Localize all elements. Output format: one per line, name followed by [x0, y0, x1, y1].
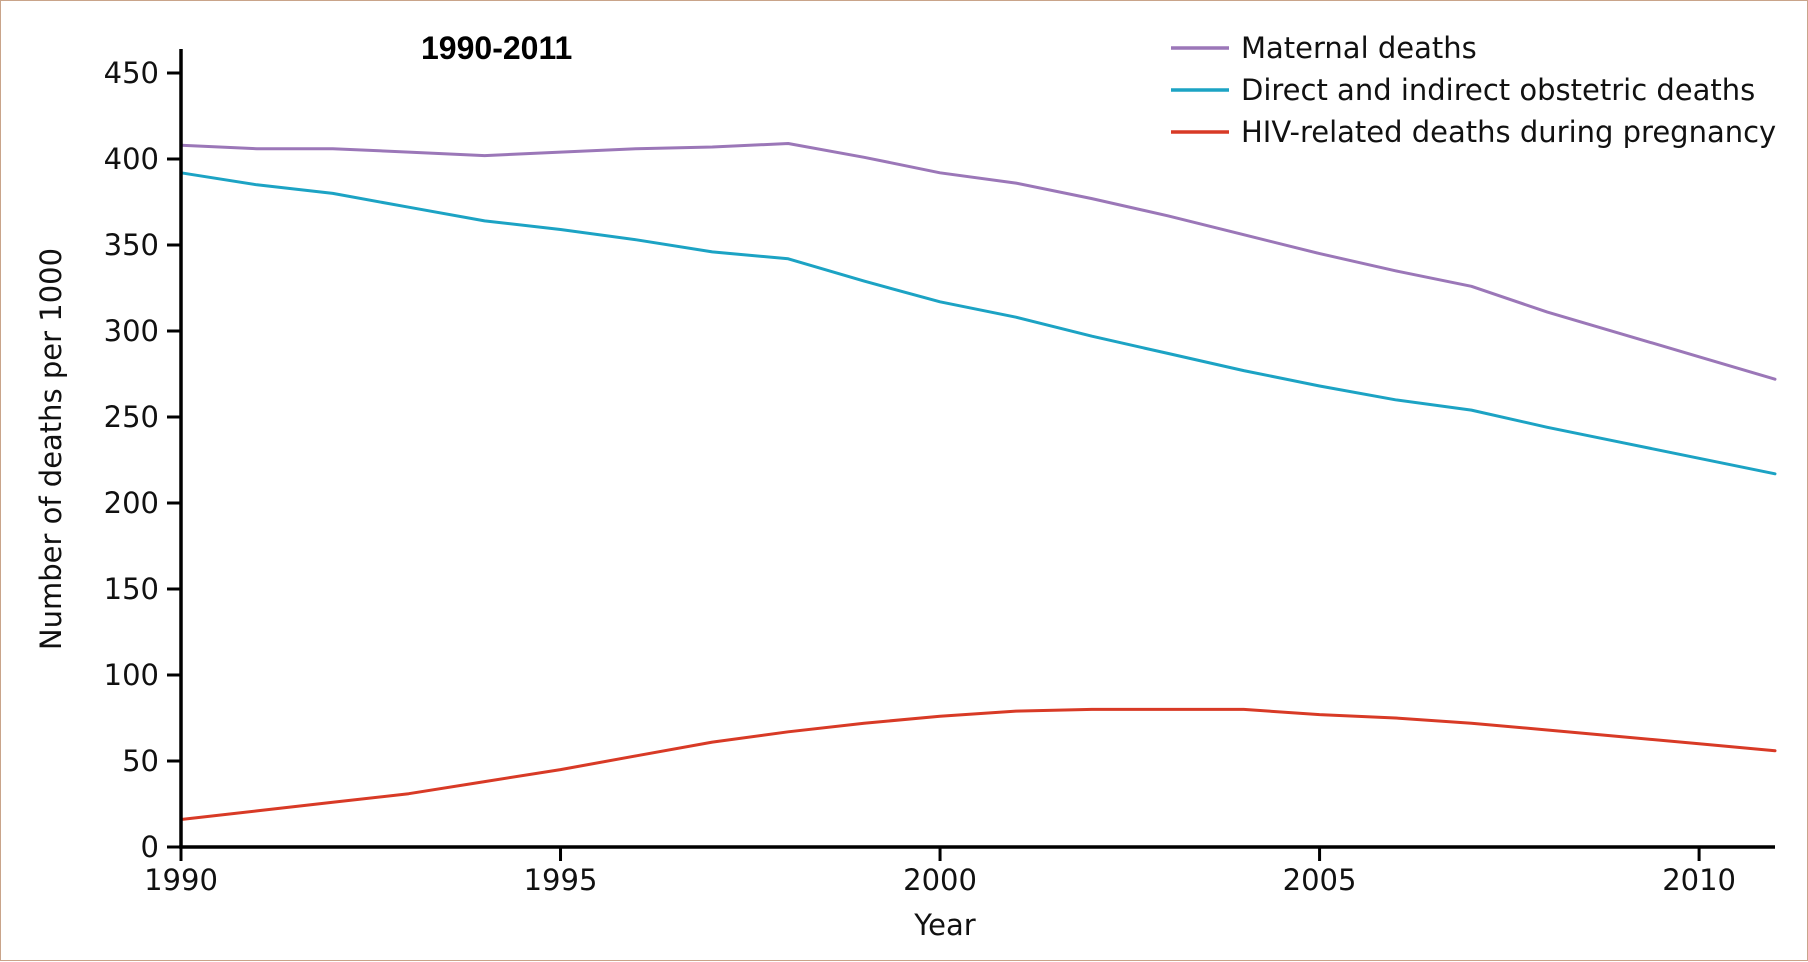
- x-tick-label: 1995: [524, 863, 598, 897]
- legend: Maternal deaths Direct and indirect obste…: [1171, 31, 1776, 149]
- y-tick-label: 200: [104, 486, 159, 520]
- series-line-1: [179, 142, 1777, 381]
- axes-layer: [179, 49, 1775, 849]
- y-tick-label: 350: [104, 228, 159, 262]
- legend-label: Direct and indirect obstetric deaths: [1241, 73, 1755, 107]
- legend-label: HIV-related deaths during pregnancy: [1241, 115, 1776, 149]
- y-tick-label: 0: [141, 830, 159, 864]
- chart-title: 1990-2011: [421, 30, 572, 66]
- y-tick-label: 50: [122, 744, 159, 778]
- y-tick-label: 100: [104, 658, 159, 692]
- series-line-2: [179, 171, 1777, 476]
- y-axis-title: Number of deaths per 1000: [34, 248, 68, 650]
- y-tick-label: 450: [104, 56, 159, 90]
- x-tick-label: 1990: [144, 863, 218, 897]
- x-tick-label: 2000: [903, 863, 977, 897]
- y-tick-label: 400: [104, 142, 159, 176]
- x-axis-title: Year: [913, 908, 975, 942]
- ticks-layer: 0 50 100 150 200 250 300 350 400 450 1990 1995 2000 2…: [104, 56, 1736, 897]
- legend-label: Maternal deaths: [1241, 31, 1477, 65]
- y-tick-label: 250: [104, 400, 159, 434]
- x-tick-label: 2010: [1662, 863, 1736, 897]
- series-layer: [179, 142, 1777, 821]
- x-tick-label: 2005: [1283, 863, 1357, 897]
- series-line-3: [179, 707, 1777, 821]
- y-tick-label: 150: [104, 572, 159, 606]
- y-tick-label: 300: [104, 314, 159, 348]
